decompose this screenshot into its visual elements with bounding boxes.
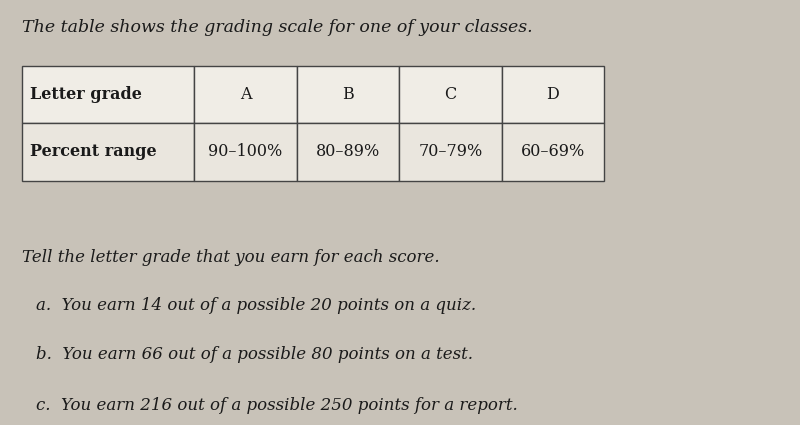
Text: 90–100%: 90–100% — [209, 144, 282, 161]
Text: B: B — [342, 86, 354, 103]
Text: 80–89%: 80–89% — [316, 144, 380, 161]
FancyBboxPatch shape — [399, 123, 502, 181]
FancyBboxPatch shape — [502, 66, 604, 123]
Text: C: C — [444, 86, 457, 103]
FancyBboxPatch shape — [502, 123, 604, 181]
FancyBboxPatch shape — [22, 123, 194, 181]
FancyBboxPatch shape — [297, 66, 399, 123]
Text: 60–69%: 60–69% — [521, 144, 585, 161]
FancyBboxPatch shape — [194, 66, 297, 123]
FancyBboxPatch shape — [399, 66, 502, 123]
Text: D: D — [546, 86, 559, 103]
FancyBboxPatch shape — [22, 66, 194, 123]
Text: A: A — [240, 86, 251, 103]
Text: a.  You earn 14 out of a possible 20 points on a quiz.: a. You earn 14 out of a possible 20 poin… — [36, 298, 476, 314]
FancyBboxPatch shape — [194, 123, 297, 181]
Text: 70–79%: 70–79% — [418, 144, 482, 161]
FancyBboxPatch shape — [297, 123, 399, 181]
Text: Tell the letter grade that you earn for each score.: Tell the letter grade that you earn for … — [22, 249, 440, 266]
Text: c.  You earn 216 out of a possible 250 points for a report.: c. You earn 216 out of a possible 250 po… — [36, 397, 518, 414]
Text: b.  You earn 66 out of a possible 80 points on a test.: b. You earn 66 out of a possible 80 poin… — [36, 346, 473, 363]
Text: Percent range: Percent range — [30, 144, 157, 161]
Text: Letter grade: Letter grade — [30, 86, 142, 103]
Text: The table shows the grading scale for one of your classes.: The table shows the grading scale for on… — [22, 19, 533, 36]
